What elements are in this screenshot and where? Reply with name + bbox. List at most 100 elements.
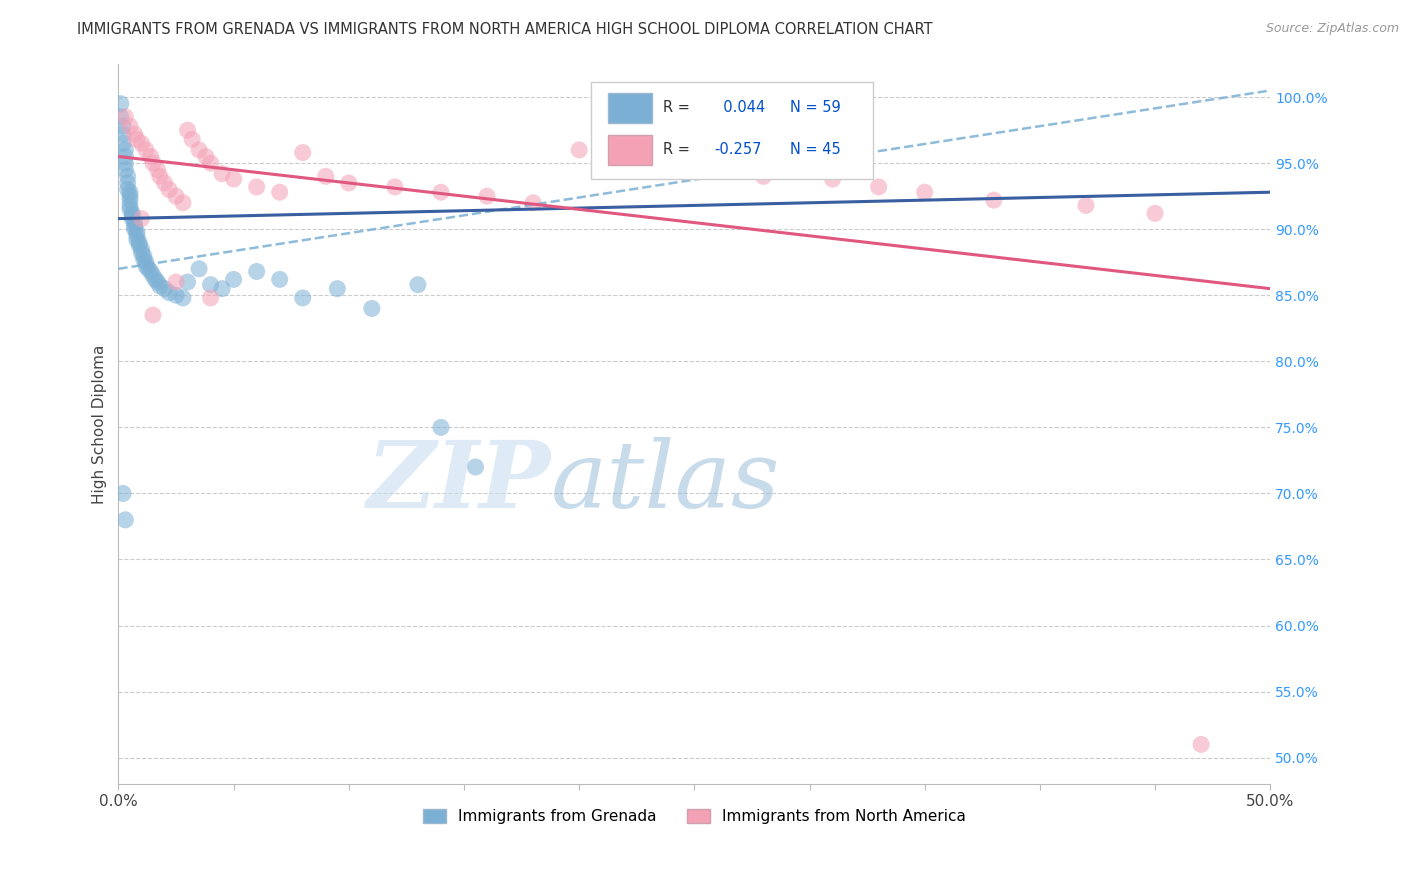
Point xyxy=(124,219,146,234)
Point xyxy=(131,136,153,151)
Point xyxy=(522,195,544,210)
Text: atlas: atlas xyxy=(550,437,780,526)
Point xyxy=(143,272,166,286)
Point xyxy=(146,162,169,177)
Text: Source: ZipAtlas.com: Source: ZipAtlas.com xyxy=(1265,22,1399,36)
Point xyxy=(172,291,194,305)
Point xyxy=(124,127,146,141)
Point xyxy=(153,176,176,190)
Point xyxy=(188,261,211,276)
Point xyxy=(384,180,406,194)
Point xyxy=(114,110,136,124)
Point xyxy=(131,246,153,260)
Point xyxy=(246,264,269,278)
Y-axis label: High School Diploma: High School Diploma xyxy=(93,344,107,504)
Point xyxy=(430,185,453,199)
Point xyxy=(983,193,1005,207)
Point xyxy=(337,176,360,190)
Point xyxy=(121,211,143,226)
Point xyxy=(112,127,135,141)
Legend: Immigrants from Grenada, Immigrants from North America: Immigrants from Grenada, Immigrants from… xyxy=(416,803,972,830)
Point xyxy=(149,169,172,184)
FancyBboxPatch shape xyxy=(591,82,873,179)
Point xyxy=(131,242,153,256)
Point xyxy=(124,222,146,236)
Point xyxy=(188,143,211,157)
Point xyxy=(114,149,136,163)
Point xyxy=(291,145,314,160)
Point xyxy=(360,301,382,316)
FancyBboxPatch shape xyxy=(607,93,652,123)
Point xyxy=(176,123,198,137)
Point xyxy=(142,268,165,283)
Text: IMMIGRANTS FROM GRENADA VS IMMIGRANTS FROM NORTH AMERICA HIGH SCHOOL DIPLOMA COR: IMMIGRANTS FROM GRENADA VS IMMIGRANTS FR… xyxy=(77,22,934,37)
Point xyxy=(132,252,155,267)
Point xyxy=(315,169,337,184)
Point xyxy=(752,169,775,184)
Text: N = 59: N = 59 xyxy=(790,101,841,115)
Point xyxy=(200,277,222,292)
Point xyxy=(118,185,141,199)
Point xyxy=(868,180,890,194)
Point xyxy=(112,119,135,133)
Point xyxy=(128,235,150,250)
Point xyxy=(135,259,157,273)
Point xyxy=(132,249,155,263)
Point xyxy=(125,132,148,146)
Point xyxy=(125,233,148,247)
Point xyxy=(222,272,245,286)
Point xyxy=(821,172,844,186)
Text: N = 45: N = 45 xyxy=(790,142,841,157)
Point xyxy=(291,291,314,305)
Point xyxy=(176,275,198,289)
Point xyxy=(200,291,222,305)
Point xyxy=(114,156,136,170)
Point xyxy=(118,193,141,207)
Point xyxy=(121,209,143,223)
Point xyxy=(165,288,187,302)
Point xyxy=(1189,738,1212,752)
Point xyxy=(138,261,160,276)
Point xyxy=(464,460,486,475)
Point xyxy=(181,132,204,146)
Point xyxy=(211,167,233,181)
Point xyxy=(125,225,148,239)
Point xyxy=(114,162,136,177)
Point xyxy=(406,277,429,292)
Point xyxy=(568,143,591,157)
Point xyxy=(614,153,637,168)
Point xyxy=(121,206,143,220)
Point xyxy=(114,513,136,527)
Point xyxy=(117,176,139,190)
Point xyxy=(475,189,498,203)
Point xyxy=(153,282,176,296)
Point xyxy=(165,189,187,203)
Point xyxy=(914,185,936,199)
Point xyxy=(142,308,165,322)
Point xyxy=(139,149,162,163)
Text: R =: R = xyxy=(664,101,690,115)
Text: R =: R = xyxy=(664,142,690,157)
Point xyxy=(146,275,169,289)
Point xyxy=(135,143,157,157)
Point xyxy=(112,136,135,151)
Point xyxy=(118,202,141,217)
Point xyxy=(157,183,180,197)
Text: ZIP: ZIP xyxy=(366,437,550,526)
Point xyxy=(117,183,139,197)
FancyBboxPatch shape xyxy=(607,135,652,165)
Point xyxy=(1144,206,1167,220)
Point xyxy=(118,198,141,212)
Point xyxy=(128,238,150,252)
Point xyxy=(269,272,291,286)
Point xyxy=(165,275,187,289)
Point xyxy=(125,228,148,243)
Point xyxy=(139,264,162,278)
Point xyxy=(1074,198,1097,212)
Point xyxy=(194,149,217,163)
Point xyxy=(269,185,291,199)
Point xyxy=(131,211,153,226)
Point xyxy=(683,162,706,177)
Point xyxy=(430,420,453,434)
Point xyxy=(149,279,172,293)
